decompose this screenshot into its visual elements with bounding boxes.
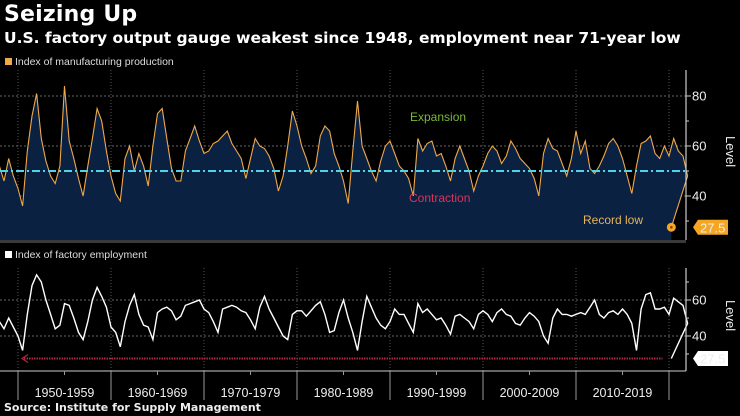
x-axis: 1950-1959 1960-1969 1970-1979 1980-1989 1990… — [17, 371, 670, 400]
x-tick-label: 2000-2009 — [500, 386, 560, 400]
source-note: Source: Institute for Supply Management — [4, 401, 261, 414]
x-tick-label: 2010-2019 — [593, 386, 653, 400]
record-low-arrow-head — [20, 354, 29, 363]
legend-employment: Index of factory employment — [5, 249, 147, 261]
annotation-record-low: Record low — [583, 213, 643, 227]
y-tick-label: 80 — [692, 89, 706, 104]
y-tick-label: 60 — [692, 293, 706, 308]
x-tick-label: 1970-1979 — [221, 386, 281, 400]
x-tick-label: 1990-1999 — [407, 386, 467, 400]
panel-separator — [0, 240, 686, 243]
y-tick-label: 40 — [692, 189, 706, 204]
legend-swatch-production — [5, 58, 12, 65]
record-low-marker-center — [670, 225, 673, 229]
x-tick-label: 1980-1989 — [314, 386, 374, 400]
x-tick-label: 1950-1959 — [35, 386, 95, 400]
employment-gridlines — [0, 268, 686, 371]
production-area — [0, 86, 688, 240]
employment-y-label: Level — [723, 300, 738, 331]
chart-subtitle: U.S. factory output gauge weakest since … — [4, 29, 681, 47]
y-tick-label: 40 — [692, 329, 706, 344]
legend-production: Index of manufacturing production — [5, 56, 174, 68]
production-y-axis: 40 60 80 — [685, 70, 706, 240]
employment-last-value-box — [693, 351, 728, 366]
legend-label-employment: Index of factory employment — [15, 249, 147, 261]
production-line — [0, 85, 689, 228]
production-last-value-label: 27.5 — [693, 219, 728, 235]
production-last-value: 27.5 — [700, 220, 725, 235]
annotation-contraction: Contraction — [409, 191, 470, 205]
employment-y-axis: 40 60 — [0, 268, 706, 372]
legend-label-production: Index of manufacturing production — [15, 56, 174, 68]
annotation-expansion: Expansion — [410, 110, 466, 124]
y-tick-label: 60 — [692, 139, 706, 154]
production-y-label: Level — [723, 136, 738, 167]
production-last-value-box — [693, 219, 728, 235]
employment-last-value: 27.5 — [700, 352, 725, 367]
employment-line — [0, 273, 689, 359]
employment-last-value-label: 27.5 — [693, 351, 728, 367]
legend-swatch-employment — [5, 251, 12, 258]
x-tick-label: 1960-1969 — [128, 386, 188, 400]
chart-title: Seizing Up — [4, 2, 138, 27]
